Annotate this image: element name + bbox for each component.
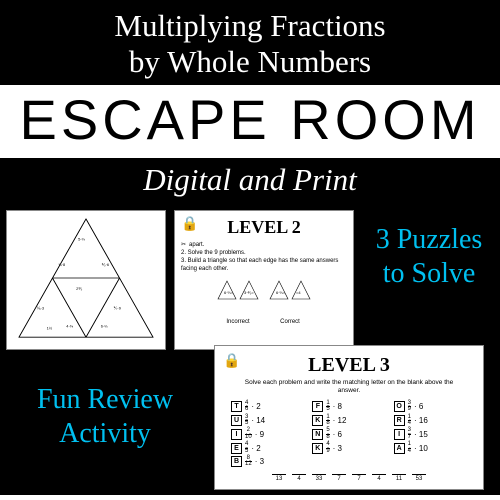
level-3-item: I 210 · 9 — [231, 428, 304, 440]
svg-text:⅐·9: ⅐·9 — [114, 306, 121, 311]
level-3-item: K 49 · 3 — [312, 442, 385, 454]
level-2-step3: 3. Build a triangle so that each edge ha… — [181, 258, 347, 274]
level-3-item: F 15 · 8 — [312, 401, 385, 413]
level-3-item: T 46 · 2 — [231, 401, 304, 413]
answer-blank: 13 — [272, 474, 286, 482]
level-3-item: R 14 · 16 — [394, 415, 467, 427]
scissors-icon: ✂ — [181, 242, 186, 250]
product-cover: Multiplying Fractions by Whole Numbers E… — [0, 0, 500, 500]
answer-blank: 4 — [372, 474, 386, 482]
svg-text:3·⅘=: 3·⅘= — [244, 290, 254, 295]
svg-text:1½: 1½ — [47, 326, 53, 331]
fun-review-line-2: Activity — [10, 417, 200, 451]
level-3-item: I 37 · 15 — [394, 428, 467, 440]
correct-label: Correct — [268, 319, 312, 327]
lock-icon: 🔒 — [223, 352, 240, 369]
answer-blank: 4 — [292, 474, 306, 482]
bottom-row: Fun Review Activity 🔒 LEVEL 3 Solve each… — [0, 355, 500, 495]
level-2-card: 🔒 LEVEL 2 ✂ apart. 2. Solve the 9 proble… — [174, 210, 354, 350]
svg-text:6·⅔=: 6·⅔= — [224, 290, 234, 295]
title-line-1: Multiplying Fractions — [10, 8, 490, 44]
level-3-card: 🔒 LEVEL 3 Solve each problem and write t… — [214, 345, 484, 490]
svg-text:⅖·6: ⅖·6 — [102, 262, 110, 267]
level-2-instructions: ✂ apart. 2. Solve the 9 problems. 3. Bui… — [181, 242, 347, 327]
fun-review-line-1: Fun Review — [10, 383, 200, 417]
triangle-puzzle-svg: 5·⅔ ¾·8 ⅖·6 2⅕ ⅚·3 4·⅜ ⅐·9 6·⅔ 1½ — [7, 211, 165, 349]
level-2-step2: 2. Solve the 9 problems. — [181, 250, 347, 258]
middle-row: 5·⅔ ¾·8 ⅖·6 2⅕ ⅚·3 4·⅜ ⅐·9 6·⅔ 1½ 🔒 LEVE… — [0, 205, 500, 355]
answer-blank: 7 — [332, 474, 346, 482]
example-triangles: 6·⅔= 3·⅘= Incorrect 6·⅔= =4 Correct — [181, 279, 347, 327]
level-3-item: E 45 · 2 — [231, 442, 304, 454]
svg-text:2⅕: 2⅕ — [76, 286, 82, 291]
level-3-item: N 58 · 6 — [312, 428, 385, 440]
answer-blanks: 134337741153 — [223, 474, 475, 482]
answer-blank: 53 — [412, 474, 426, 482]
level-2-title: LEVEL 2 — [181, 217, 347, 238]
svg-text:=4: =4 — [296, 290, 301, 295]
answer-blank: 33 — [312, 474, 326, 482]
svg-text:4·⅜: 4·⅜ — [66, 324, 74, 329]
answer-blank: 7 — [352, 474, 366, 482]
level-3-item: U 35 · 14 — [231, 415, 304, 427]
svg-text:6·⅔=: 6·⅔= — [276, 290, 286, 295]
title-header: Multiplying Fractions by Whole Numbers — [0, 0, 500, 85]
level-2-cut: apart. — [189, 242, 204, 250]
level-3-title: LEVEL 3 — [223, 354, 475, 377]
svg-text:¾·8: ¾·8 — [58, 262, 66, 267]
answer-blank: 11 — [392, 474, 406, 482]
puzzles-callout: 3 Puzzles to Solve — [358, 205, 500, 355]
digital-print-banner: Digital and Print — [0, 158, 500, 205]
svg-text:⅚·3: ⅚·3 — [37, 306, 45, 311]
puzzles-line-1: 3 Puzzles — [364, 223, 494, 257]
triangle-puzzle-card: 5·⅔ ¾·8 ⅖·6 2⅕ ⅚·3 4·⅜ ⅐·9 6·⅔ 1½ — [6, 210, 166, 350]
level-3-grid: T 46 · 2 F 15 · 8 O 39 · 6 U 35 · 14 K 18 · … — [231, 401, 467, 468]
fun-review-callout: Fun Review Activity — [0, 355, 210, 495]
svg-text:5·⅔: 5·⅔ — [78, 237, 86, 242]
incorrect-label: Incorrect — [216, 319, 260, 327]
level-3-item: B 812 · 3 — [231, 456, 304, 468]
title-line-2: by Whole Numbers — [10, 44, 490, 80]
puzzles-line-2: to Solve — [364, 257, 494, 291]
level-3-item: O 39 · 6 — [394, 401, 467, 413]
level-3-instructions: Solve each problem and write the matchin… — [243, 379, 455, 395]
level-3-item: K 18 · 12 — [312, 415, 385, 427]
lock-icon: 🔒 — [181, 215, 198, 232]
level-3-item: A 14 · 10 — [394, 442, 467, 454]
escape-room-banner: ESCAPE ROOM — [0, 85, 500, 158]
svg-text:6·⅔: 6·⅔ — [101, 324, 109, 329]
